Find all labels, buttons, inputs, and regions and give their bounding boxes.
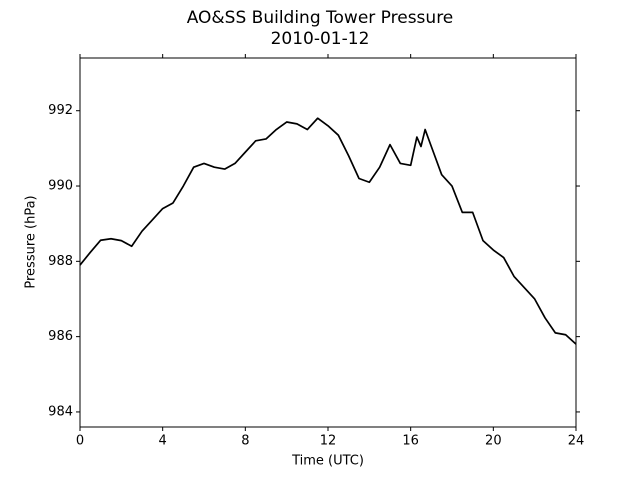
y-tick-label: 986 (48, 329, 73, 344)
x-tick-label: 16 (402, 434, 419, 449)
x-axis-label: Time (UTC) (291, 454, 364, 469)
x-tick-label: 0 (76, 434, 84, 449)
x-tick-label: 12 (320, 434, 337, 449)
y-tick-label: 992 (48, 103, 73, 118)
chart-title: AO&SS Building Tower Pressure (187, 8, 454, 28)
x-tick-label: 4 (159, 434, 167, 449)
plot-frame (79, 57, 577, 428)
x-tick-label: 8 (241, 434, 249, 449)
y-tick-label: 984 (48, 404, 73, 419)
y-tick-label: 988 (48, 254, 73, 269)
pressure-line (79, 117, 577, 345)
x-tick-label: 20 (485, 434, 502, 449)
chart-subtitle: 2010-01-12 (271, 29, 370, 49)
y-axis-label: Pressure (hPa) (24, 195, 39, 288)
x-tick-label: 24 (568, 434, 585, 449)
y-tick-label: 990 (48, 179, 73, 194)
